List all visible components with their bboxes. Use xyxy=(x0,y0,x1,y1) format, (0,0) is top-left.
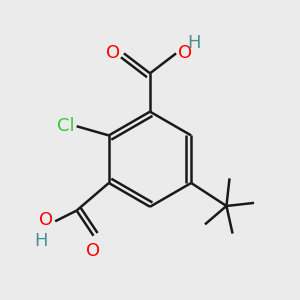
Text: O: O xyxy=(86,242,100,260)
Text: O: O xyxy=(40,211,54,229)
Text: H: H xyxy=(34,232,48,250)
Text: H: H xyxy=(187,34,200,52)
Text: O: O xyxy=(106,44,120,62)
Text: O: O xyxy=(178,44,192,62)
Text: Cl: Cl xyxy=(58,117,75,135)
